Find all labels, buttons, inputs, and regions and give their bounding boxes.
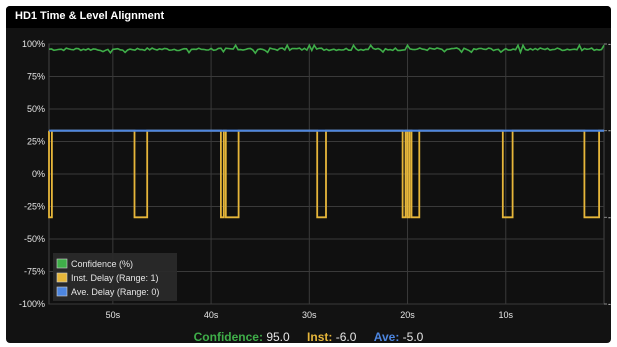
status-bar: Confidence: 95.0 Inst: -6.0 Ave: -5.0 bbox=[6, 330, 611, 343]
ave-status-label: Ave: bbox=[373, 330, 400, 343]
x-tick-label: 30s bbox=[302, 310, 317, 320]
alignment-panel: HD1 Time & Level Alignment 100% 75% 50% 25%… bbox=[6, 6, 611, 343]
x-tick-label: 10s bbox=[499, 310, 514, 320]
legend-box bbox=[53, 253, 177, 301]
legend-entry-label: Ave. Delay (Range: 0) bbox=[71, 287, 159, 297]
y-right-tick-label: -6 bbox=[608, 212, 611, 222]
y-left-tick-label: -100% bbox=[19, 299, 45, 309]
y-left-tick-label: -50% bbox=[24, 234, 45, 244]
legend-entry-label: Inst. Delay (Range: 1) bbox=[71, 273, 159, 283]
inst-status-label: Inst: bbox=[307, 330, 333, 343]
x-tick-label: 40s bbox=[204, 310, 219, 320]
y-right-tick-label: -5 bbox=[608, 126, 611, 136]
y-left-tick-label: 75% bbox=[27, 72, 45, 82]
confidence-series-line bbox=[48, 43, 605, 55]
y-left-tick-label: 50% bbox=[27, 104, 45, 114]
x-tick-label: 50s bbox=[106, 310, 121, 320]
panel-titlebar: HD1 Time & Level Alignment bbox=[6, 6, 611, 28]
legend-swatch bbox=[56, 272, 68, 283]
legend-entry-label: Confidence (%) bbox=[71, 259, 133, 269]
confidence-status-label: Confidence: bbox=[193, 330, 263, 343]
y-left-tick-label: 0% bbox=[32, 169, 45, 179]
legend-swatch bbox=[56, 286, 68, 297]
legend-swatch bbox=[56, 258, 68, 269]
y-left-tick-label: 100% bbox=[22, 39, 45, 49]
y-left-tick-label: -75% bbox=[24, 267, 45, 277]
alignment-chart: 100% 75% 50% 25% 0% -25% -50% -75% -100% -4 -5 -6 -7… bbox=[19, 39, 611, 320]
y-left-tick-label: -25% bbox=[24, 202, 45, 212]
panel-title: HD1 Time & Level Alignment bbox=[15, 10, 165, 22]
y-right-tick-label: -7 bbox=[608, 299, 611, 309]
x-tick-label: 20s bbox=[400, 310, 415, 320]
y-left-tick-label: 25% bbox=[27, 137, 45, 147]
confidence-status-value: 95.0 bbox=[266, 330, 290, 343]
ave-status-value: -5.0 bbox=[402, 330, 424, 343]
inst-status-value: -6.0 bbox=[335, 330, 357, 343]
y-right-tick-label: -4 bbox=[608, 39, 611, 49]
